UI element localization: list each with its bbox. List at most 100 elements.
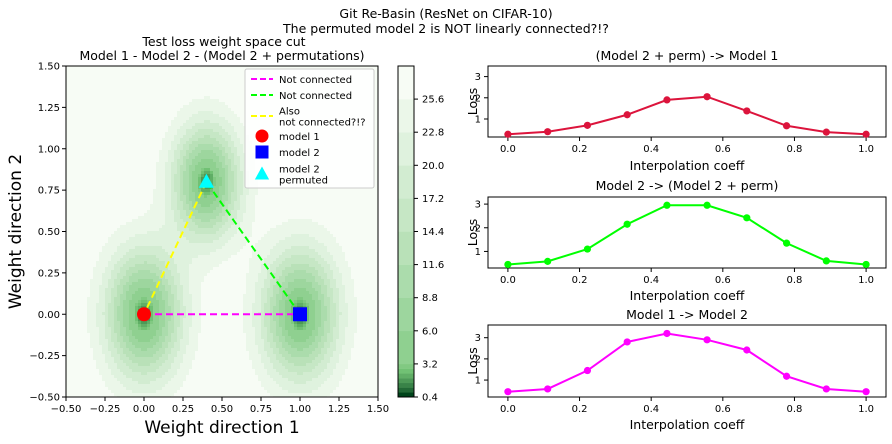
contour-cell bbox=[102, 306, 106, 310]
contour-cell bbox=[189, 357, 193, 361]
contour-cell bbox=[93, 351, 97, 355]
contour-cell bbox=[204, 351, 208, 355]
contour-cell bbox=[87, 381, 91, 385]
contour-cell bbox=[171, 324, 175, 328]
contour-cell bbox=[159, 384, 163, 388]
contour-cell bbox=[84, 357, 88, 361]
contour-cell bbox=[168, 120, 172, 124]
contour-cell bbox=[198, 108, 202, 112]
contour-cell bbox=[183, 366, 187, 370]
contour-cell bbox=[141, 87, 145, 91]
contour-cell bbox=[108, 357, 112, 361]
contour-cell bbox=[156, 210, 160, 214]
contour-cell bbox=[108, 258, 112, 262]
contour-cell bbox=[171, 306, 175, 310]
contour-cell bbox=[210, 261, 214, 265]
contour-cell bbox=[165, 327, 169, 331]
contour-cell bbox=[207, 357, 211, 361]
contour-cell bbox=[174, 156, 178, 160]
contour-cell bbox=[147, 120, 151, 124]
contour-cell bbox=[99, 285, 103, 289]
contour-cell bbox=[126, 366, 130, 370]
contour-cell bbox=[87, 351, 91, 355]
contour-cell bbox=[108, 249, 112, 253]
contour-cell bbox=[84, 315, 88, 319]
contour-cell bbox=[168, 237, 172, 241]
contour-cell bbox=[144, 252, 148, 256]
contour-cell bbox=[210, 75, 214, 79]
contour-cell bbox=[165, 177, 169, 181]
contour-cell bbox=[189, 207, 193, 211]
contour-cell bbox=[135, 156, 139, 160]
contour-cell bbox=[201, 309, 205, 313]
contour-cell bbox=[216, 150, 220, 154]
contour-cell bbox=[171, 69, 175, 73]
contour-cell bbox=[117, 276, 121, 280]
contour-cell bbox=[198, 390, 202, 394]
contour-cell bbox=[126, 387, 130, 391]
contour-cell bbox=[153, 207, 157, 211]
contour-cell bbox=[132, 102, 136, 106]
contour-cell bbox=[189, 165, 193, 169]
contour-cell bbox=[174, 276, 178, 280]
contour-cell bbox=[111, 213, 115, 217]
contour-cell bbox=[177, 90, 181, 94]
contour-cell bbox=[201, 201, 205, 205]
contour-cell bbox=[150, 174, 154, 178]
contour-cell bbox=[96, 246, 100, 250]
contour-cell bbox=[210, 210, 214, 214]
contour-cell bbox=[144, 90, 148, 94]
contour-cell bbox=[120, 315, 124, 319]
contour-cell bbox=[177, 207, 181, 211]
contour-cell bbox=[135, 384, 139, 388]
contour-cell bbox=[156, 375, 160, 379]
contour-cell bbox=[129, 141, 133, 145]
contour-cell bbox=[213, 198, 217, 202]
contour-cell bbox=[90, 375, 94, 379]
contour-cell bbox=[153, 333, 157, 337]
contour-cell bbox=[141, 264, 145, 268]
contour-cell bbox=[195, 96, 199, 100]
contour-cell bbox=[135, 288, 139, 292]
contour-cell bbox=[210, 177, 214, 181]
contour-cell bbox=[108, 162, 112, 166]
contour-cell bbox=[66, 315, 70, 319]
contour-cell bbox=[141, 225, 145, 229]
contour-cell bbox=[141, 282, 145, 286]
contour-cell bbox=[114, 366, 118, 370]
contour-cell bbox=[165, 375, 169, 379]
contour-cell bbox=[213, 99, 217, 103]
contour-cell bbox=[123, 237, 127, 241]
contour-cell bbox=[213, 381, 217, 385]
contour-cell bbox=[204, 96, 208, 100]
contour-cell bbox=[210, 279, 214, 283]
contour-cell bbox=[162, 117, 166, 121]
contour-cell bbox=[123, 132, 127, 136]
contour-cell bbox=[144, 342, 148, 346]
contour-cell bbox=[105, 366, 109, 370]
contour-cell bbox=[93, 255, 97, 259]
contour-cell bbox=[129, 237, 133, 241]
contour-cell bbox=[144, 219, 148, 223]
contour-cell bbox=[204, 189, 208, 193]
contour-cell bbox=[102, 222, 106, 226]
contour-cell bbox=[87, 174, 91, 178]
contour-cell bbox=[171, 255, 175, 259]
contour-cell bbox=[147, 381, 151, 385]
contour-cell bbox=[171, 318, 175, 322]
contour-cell bbox=[147, 192, 151, 196]
contour-cell bbox=[156, 249, 160, 253]
contour-cell bbox=[165, 348, 169, 352]
contour-cell bbox=[204, 105, 208, 109]
contour-cell bbox=[204, 375, 208, 379]
contour-cell bbox=[192, 381, 196, 385]
contour-cell bbox=[195, 216, 199, 220]
contour-cell bbox=[183, 357, 187, 361]
contour-cell bbox=[90, 276, 94, 280]
contour-cell bbox=[132, 171, 136, 175]
contour-cell bbox=[147, 180, 151, 184]
contour-cell bbox=[174, 240, 178, 244]
contour-cell bbox=[213, 240, 217, 244]
contour-cell bbox=[75, 201, 79, 205]
contour-cell bbox=[102, 162, 106, 166]
